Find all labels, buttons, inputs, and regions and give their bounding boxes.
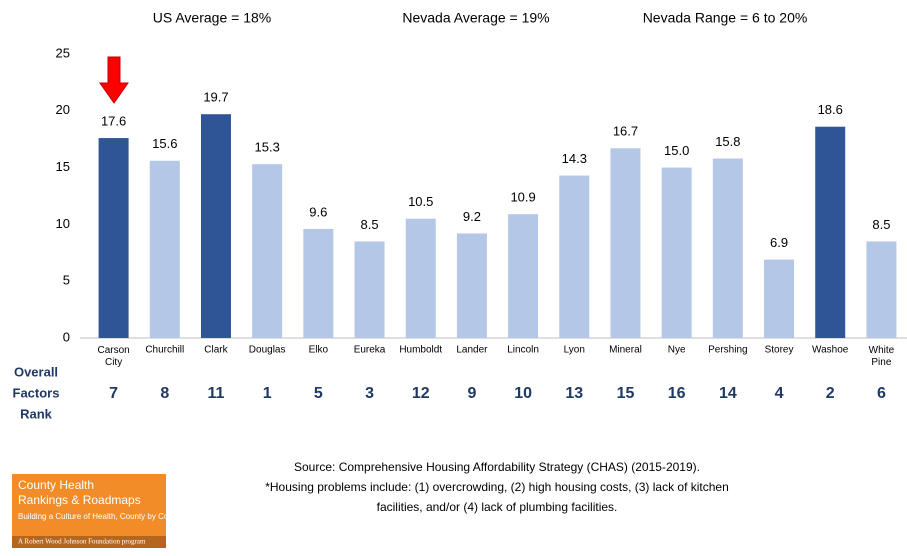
value-label: 15.6 [152,136,177,151]
bar [149,160,180,338]
x-tick-label: Storey [765,345,794,356]
bar [200,114,231,338]
value-label: 15.8 [715,134,740,149]
bar [610,148,641,338]
bar [815,126,846,338]
x-tick-label: Pershing [708,345,747,356]
x-tick-label: Carson City [97,345,129,368]
rank-value: 5 [314,385,323,402]
bar [252,164,283,338]
y-tick-label: 10 [56,216,70,231]
source-note: *Housing problems include: (1) overcrowd… [265,480,729,494]
rank-value: 15 [617,385,635,402]
logo-box [12,474,166,548]
rank-value: 10 [514,385,532,402]
value-label: 10.9 [510,190,535,205]
rank-value: 7 [109,385,118,402]
value-label: 10.5 [408,194,433,209]
logo-text: Building a Culture of Health, County by … [18,512,183,521]
y-tick-label: 0 [63,329,70,344]
bar [354,241,385,338]
bar [303,228,334,338]
x-tick-label: Churchill [145,345,184,356]
value-label: 17.6 [101,114,126,129]
logo-text: A Robert Wood Johnson Foundation program [18,538,146,546]
y-tick-label: 20 [56,102,70,117]
rank-label: Rank [20,406,53,421]
rank-value: 2 [826,385,835,402]
x-tick-label: Nye [668,345,686,356]
value-label: 19.7 [203,90,228,105]
highlight-arrow [99,56,129,104]
rank-value: 3 [365,385,374,402]
x-tick-label: Douglas [249,345,286,356]
rank-label: Overall [14,364,58,379]
value-label: 14.3 [562,151,587,166]
rank-value: 11 [208,385,225,402]
value-label: 8.5 [360,217,378,232]
logo-text: Rankings & Roadmaps [18,493,141,507]
header-text: Nevada Average = 19% [402,10,549,26]
x-tick-label: Eureka [354,345,386,356]
rank-value: 8 [160,385,169,402]
value-label: 9.6 [309,204,327,219]
header-text: Nevada Range = 6 to 20% [643,10,808,26]
bar [866,241,897,338]
source-note: Source: Comprehensive Housing Affordabil… [294,460,700,474]
bar [98,138,129,338]
bar [712,158,743,338]
bar [559,175,590,338]
bar [456,233,487,338]
rank-label: Factors [13,385,60,400]
value-label: 15.0 [664,143,689,158]
rank-value: 4 [775,385,784,402]
value-label: 8.5 [872,217,890,232]
logo-text: County Health [18,478,94,492]
x-tick-label: Clark [204,345,228,356]
x-tick-label: White Pine [869,345,895,368]
x-tick-label: Lyon [564,345,585,356]
y-tick-label: 25 [56,45,70,60]
bar [661,167,692,338]
value-label: 6.9 [770,235,788,250]
bar [508,214,539,338]
x-tick-label: Elko [309,345,329,356]
value-label: 9.2 [463,209,481,224]
source-note: facilities, and/or (4) lack of plumbing … [377,500,618,514]
rank-value: 6 [877,385,886,402]
y-tick-label: 5 [63,273,70,288]
rank-value: 1 [263,385,272,402]
value-label: 18.6 [818,102,843,117]
logo-band [12,536,166,548]
header-text: US Average = 18% [153,10,271,26]
bar [764,259,795,338]
rank-value: 14 [719,385,737,402]
bar [405,218,436,338]
rank-value: 13 [565,385,583,402]
y-tick-label: 15 [56,159,70,174]
x-tick-label: Mineral [609,345,642,356]
value-label: 15.3 [255,140,280,155]
value-label: 16.7 [613,124,638,139]
rank-value: 9 [467,385,476,402]
rank-value: 16 [668,385,686,402]
x-tick-label: Humboldt [399,345,442,356]
x-tick-label: Washoe [812,345,849,356]
x-tick-label: Lincoln [507,345,539,356]
rank-value: 12 [412,385,430,402]
x-tick-label: Lander [456,345,488,356]
